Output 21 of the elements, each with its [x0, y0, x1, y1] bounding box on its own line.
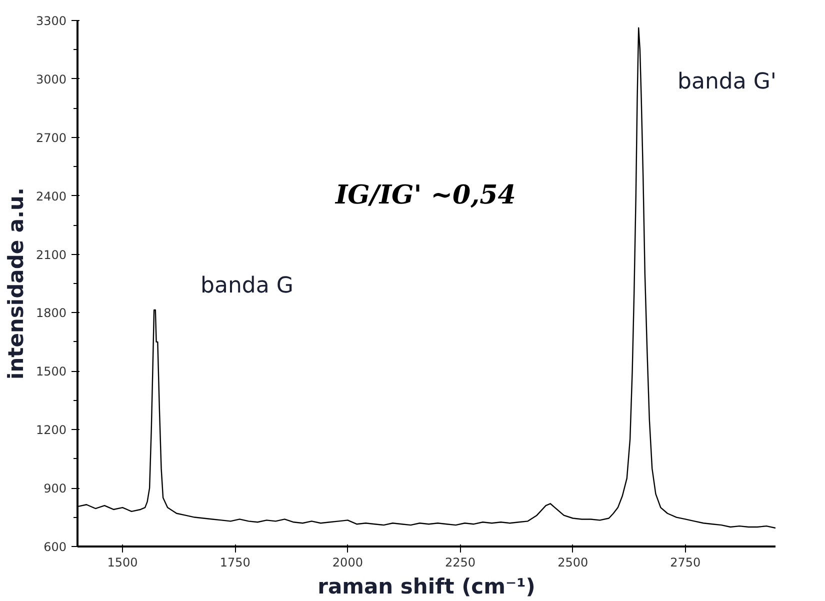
x-tick-label: 2250: [445, 556, 476, 570]
x-tick-label: 1750: [220, 556, 250, 570]
y-tick-label: 1500: [36, 364, 67, 379]
y-tick-label: 600: [44, 540, 66, 554]
y-tick-label: 3000: [36, 72, 67, 86]
x-axis-title: raman shift (cm⁻¹): [318, 574, 536, 598]
y-tick-label: 1200: [36, 423, 67, 438]
x-tick-label: 2750: [670, 556, 701, 570]
annotation: IG/IG' ~0,54: [334, 180, 516, 210]
x-tick-label: 2000: [332, 556, 363, 570]
y-tick-label: 3300: [36, 14, 67, 28]
x-tick-label: 1500: [107, 556, 138, 570]
y-tick-label: 2100: [36, 248, 67, 262]
annotation: banda G': [678, 70, 776, 94]
annotation: banda G: [200, 274, 294, 298]
x-tick-label: 2500: [558, 556, 588, 570]
y-tick-label: 1800: [36, 306, 67, 320]
y-axis-title: intensidade a.u.: [4, 188, 28, 380]
y-tick-label: 2400: [36, 189, 67, 204]
y-tick-label: 2700: [36, 130, 67, 145]
y-tick-label: 900: [44, 482, 66, 496]
